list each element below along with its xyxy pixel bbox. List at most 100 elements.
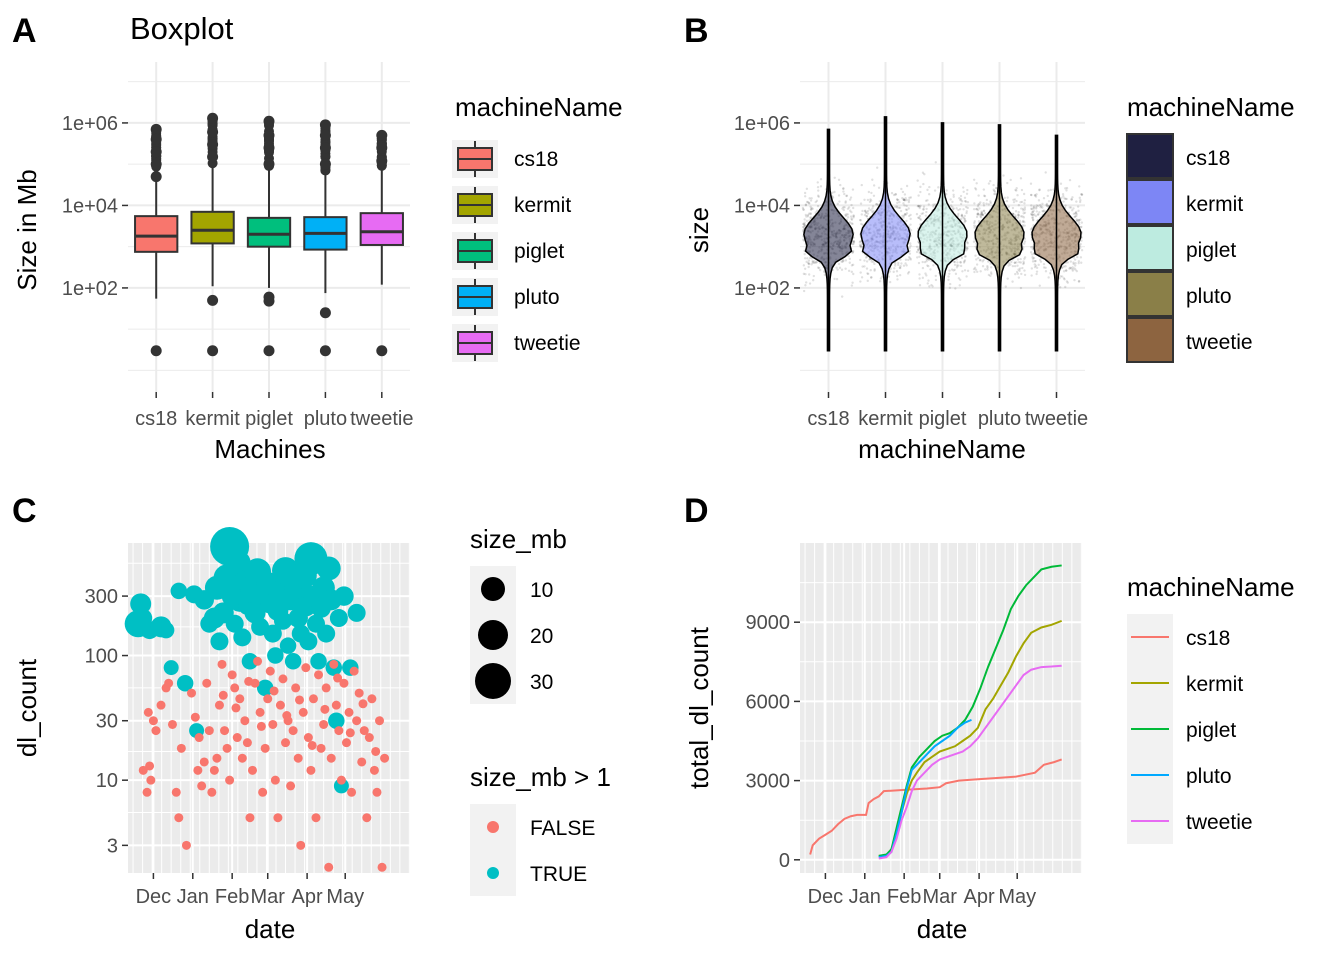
panel-b-point <box>1076 219 1079 222</box>
panel-c-y-axis-title: dl_count <box>12 658 42 757</box>
panel-b-point <box>975 207 978 211</box>
panel-b-point <box>815 260 818 264</box>
panel-c-point-false <box>367 694 377 704</box>
panel-b-point <box>841 260 844 263</box>
panel-b-point <box>904 258 908 261</box>
panel-b-y-tick-label: 1e+04 <box>734 195 790 217</box>
panel-b-point <box>1011 280 1014 283</box>
panel-b-point <box>833 190 836 194</box>
panel-b-point <box>837 194 841 197</box>
panel-b-point <box>1073 258 1077 261</box>
panel-b-point <box>870 191 873 195</box>
panel-b-point <box>966 269 970 273</box>
panel-b-point <box>932 203 935 206</box>
panel-b-point <box>804 281 808 284</box>
panel-b-point <box>890 191 894 195</box>
panel-b-point <box>1017 213 1020 216</box>
panel-b-point <box>859 258 862 262</box>
panel-c-x-tick-label: Feb <box>215 886 249 908</box>
panel-b-point <box>846 216 850 219</box>
panel-c-point-true <box>163 660 179 676</box>
panel-c-point-false <box>294 695 304 705</box>
panel-b-point <box>916 205 920 208</box>
panel-c-x-tick-label: Mar <box>251 886 286 908</box>
panel-b-point <box>1046 194 1049 198</box>
panel-b-point <box>1031 219 1035 222</box>
panel-d-y-tick-label: 0 <box>779 850 790 872</box>
panel-b-point <box>905 264 908 267</box>
panel-b-point <box>982 209 985 213</box>
panel-b-point <box>922 208 925 211</box>
panel-b-point <box>927 203 931 206</box>
panel-b-point <box>975 258 978 261</box>
panel-b-point <box>843 192 846 196</box>
panel-b-point <box>934 278 938 282</box>
panel-b-point <box>1041 209 1044 213</box>
panel-b-point <box>803 224 806 228</box>
panel-b-point <box>1063 278 1066 281</box>
panel-b-point <box>976 212 980 215</box>
panel-b-point <box>1018 219 1022 222</box>
panel-b-point <box>958 284 961 287</box>
panel-b-point <box>903 198 906 202</box>
panel-b-point <box>873 262 876 266</box>
panel-b-point <box>816 204 820 208</box>
panel-b-point <box>871 205 875 208</box>
panel-c-point-true <box>263 624 282 643</box>
panel-b-point <box>1031 253 1034 256</box>
panel-b-point <box>1004 285 1008 288</box>
panel-b-point <box>1061 266 1064 269</box>
panel-b-point <box>803 223 806 226</box>
panel-b-point <box>931 285 934 288</box>
panel-b-point <box>1042 262 1046 266</box>
panel-b-point <box>1023 211 1027 214</box>
panel-b-point <box>1077 280 1081 283</box>
panel-b-point <box>842 259 845 263</box>
panel-b-point <box>1020 207 1023 210</box>
panel-b-point <box>933 189 937 192</box>
panel-a-outlier <box>263 115 275 127</box>
panel-b-point <box>812 261 815 264</box>
panel-b-point <box>908 255 911 259</box>
panel-b-point <box>966 247 969 250</box>
panel-b-point <box>1076 205 1080 208</box>
panel-b-point <box>902 198 906 202</box>
panel-b-point <box>807 212 811 215</box>
panel-c-point-false <box>308 694 318 704</box>
panel-b-point <box>976 208 980 212</box>
panel-a-outlier <box>319 129 331 141</box>
panel-b-point <box>945 189 948 192</box>
panel-a-box-piglet <box>246 216 292 248</box>
panel-b-point <box>928 185 931 189</box>
panel-b-point <box>1074 264 1077 267</box>
panel-b-legend-label: kermit <box>1186 193 1243 216</box>
panel-b-point <box>1033 194 1037 197</box>
panel-b-point <box>1034 207 1038 210</box>
panel-b-point <box>1029 193 1033 197</box>
panel-b-point <box>1065 189 1068 192</box>
panel-b-point <box>906 272 910 275</box>
panel-b-point <box>895 205 899 208</box>
panel-c-point-false <box>167 719 177 729</box>
panel-b-point <box>877 186 881 190</box>
panel-b-point <box>966 242 969 245</box>
panel-c-point-false <box>244 676 254 686</box>
panel-b-legend-label: pluto <box>1186 285 1232 308</box>
panel-b-point <box>947 278 950 281</box>
panel-b-point <box>976 213 979 216</box>
panel-b-point <box>817 266 820 269</box>
panel-c-y-tick-label: 30 <box>96 711 118 733</box>
panel-b-point <box>1062 265 1066 268</box>
panel-b-point <box>838 266 842 270</box>
panel-b-point <box>802 264 806 267</box>
panel-b-point <box>1019 201 1022 204</box>
panel-b-point <box>901 214 904 217</box>
panel-b-point <box>1022 192 1026 196</box>
panel-b-point <box>892 270 895 274</box>
panel-b-point <box>973 226 976 229</box>
panel-b-point <box>863 213 867 217</box>
panel-b-point <box>836 268 839 271</box>
panel-b-point <box>840 295 844 298</box>
panel-b-point <box>1079 256 1083 259</box>
panel-b-point <box>1017 260 1021 264</box>
